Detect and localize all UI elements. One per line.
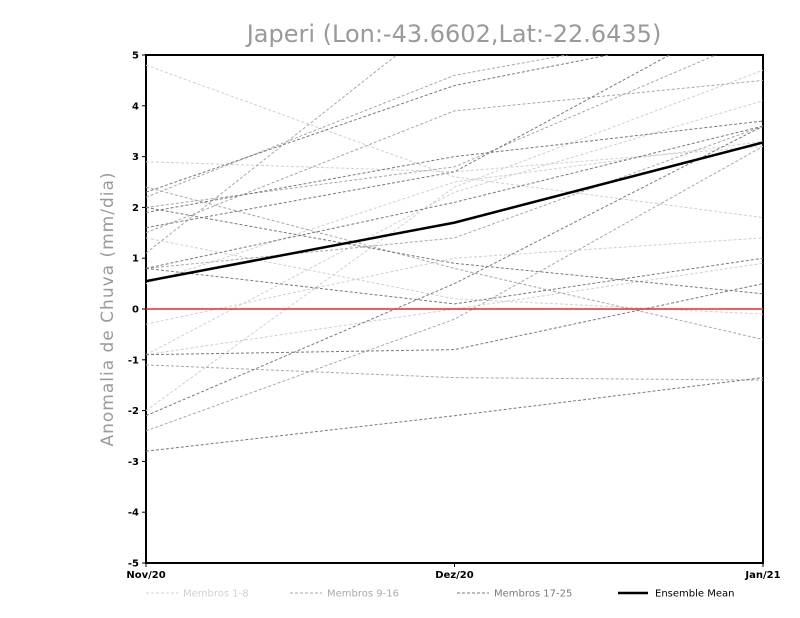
y-tick-label: 5 xyxy=(132,51,139,62)
y-tick-label: 3 xyxy=(132,152,139,163)
x-tick-label: Nov/20 xyxy=(126,570,165,581)
member-line-m16 xyxy=(146,364,763,381)
y-tick-label: 0 xyxy=(132,305,139,316)
ensemble-mean-line xyxy=(146,141,763,283)
member-line-m7 xyxy=(146,100,763,356)
member-line-m8 xyxy=(146,140,763,285)
member-line-m9 xyxy=(146,79,763,234)
y-axis-label: Anomalia de Chuva (mm/dia) xyxy=(98,171,118,446)
member-line-m19 xyxy=(146,257,763,305)
series-layer xyxy=(146,55,763,452)
member-line-m25 xyxy=(146,206,763,295)
chart-title: Japeri (Lon:-43.6602,Lat:-22.6435) xyxy=(245,20,662,48)
legend: Membros 1-8 Membros 9-16 Membros 17-25 Ense… xyxy=(146,589,734,600)
legend-label-2: Membros 9-16 xyxy=(327,589,399,600)
y-tick-label: 1 xyxy=(132,254,139,265)
y-tick-label: -3 xyxy=(128,457,139,468)
member-line-m24 xyxy=(146,125,763,269)
member-line-m4 xyxy=(146,237,763,315)
member-line-m22 xyxy=(146,125,763,417)
member-line-m18 xyxy=(146,120,763,213)
member-line-m21 xyxy=(146,377,763,452)
legend-label-3: Membros 17-25 xyxy=(494,589,572,600)
member-line-m2 xyxy=(146,69,763,412)
x-tick-label: Dez/20 xyxy=(435,570,474,581)
y-tick-label: 4 xyxy=(132,101,139,112)
y-tick-label: -5 xyxy=(128,559,139,570)
member-line-m23 xyxy=(146,55,671,229)
y-tick-label: -1 xyxy=(128,355,139,366)
ticks-layer: -5 -4 -3 -2 -1 0 1 2 3 4 5 Nov/20 Dez/20 Jan/21 xyxy=(126,51,780,582)
member-line-m10 xyxy=(146,55,570,198)
member-line-m13 xyxy=(146,145,763,432)
legend-label-1: Membros 1-8 xyxy=(183,589,249,600)
member-line-m1 xyxy=(146,64,763,219)
y-tick-label: -4 xyxy=(128,508,139,519)
member-line-m15 xyxy=(146,55,398,254)
member-line-m12 xyxy=(146,186,763,340)
member-line-m20 xyxy=(146,283,763,356)
x-tick-label: Jan/21 xyxy=(744,570,780,581)
legend-label-ensemble: Ensemble Mean xyxy=(655,589,734,600)
member-line-m5 xyxy=(146,237,763,325)
y-tick-label: 2 xyxy=(132,203,139,214)
member-line-m14 xyxy=(146,55,717,208)
member-line-m11 xyxy=(146,125,763,269)
y-tick-label: -2 xyxy=(128,406,139,417)
member-line-m3 xyxy=(146,145,763,173)
member-line-m17 xyxy=(146,55,612,193)
